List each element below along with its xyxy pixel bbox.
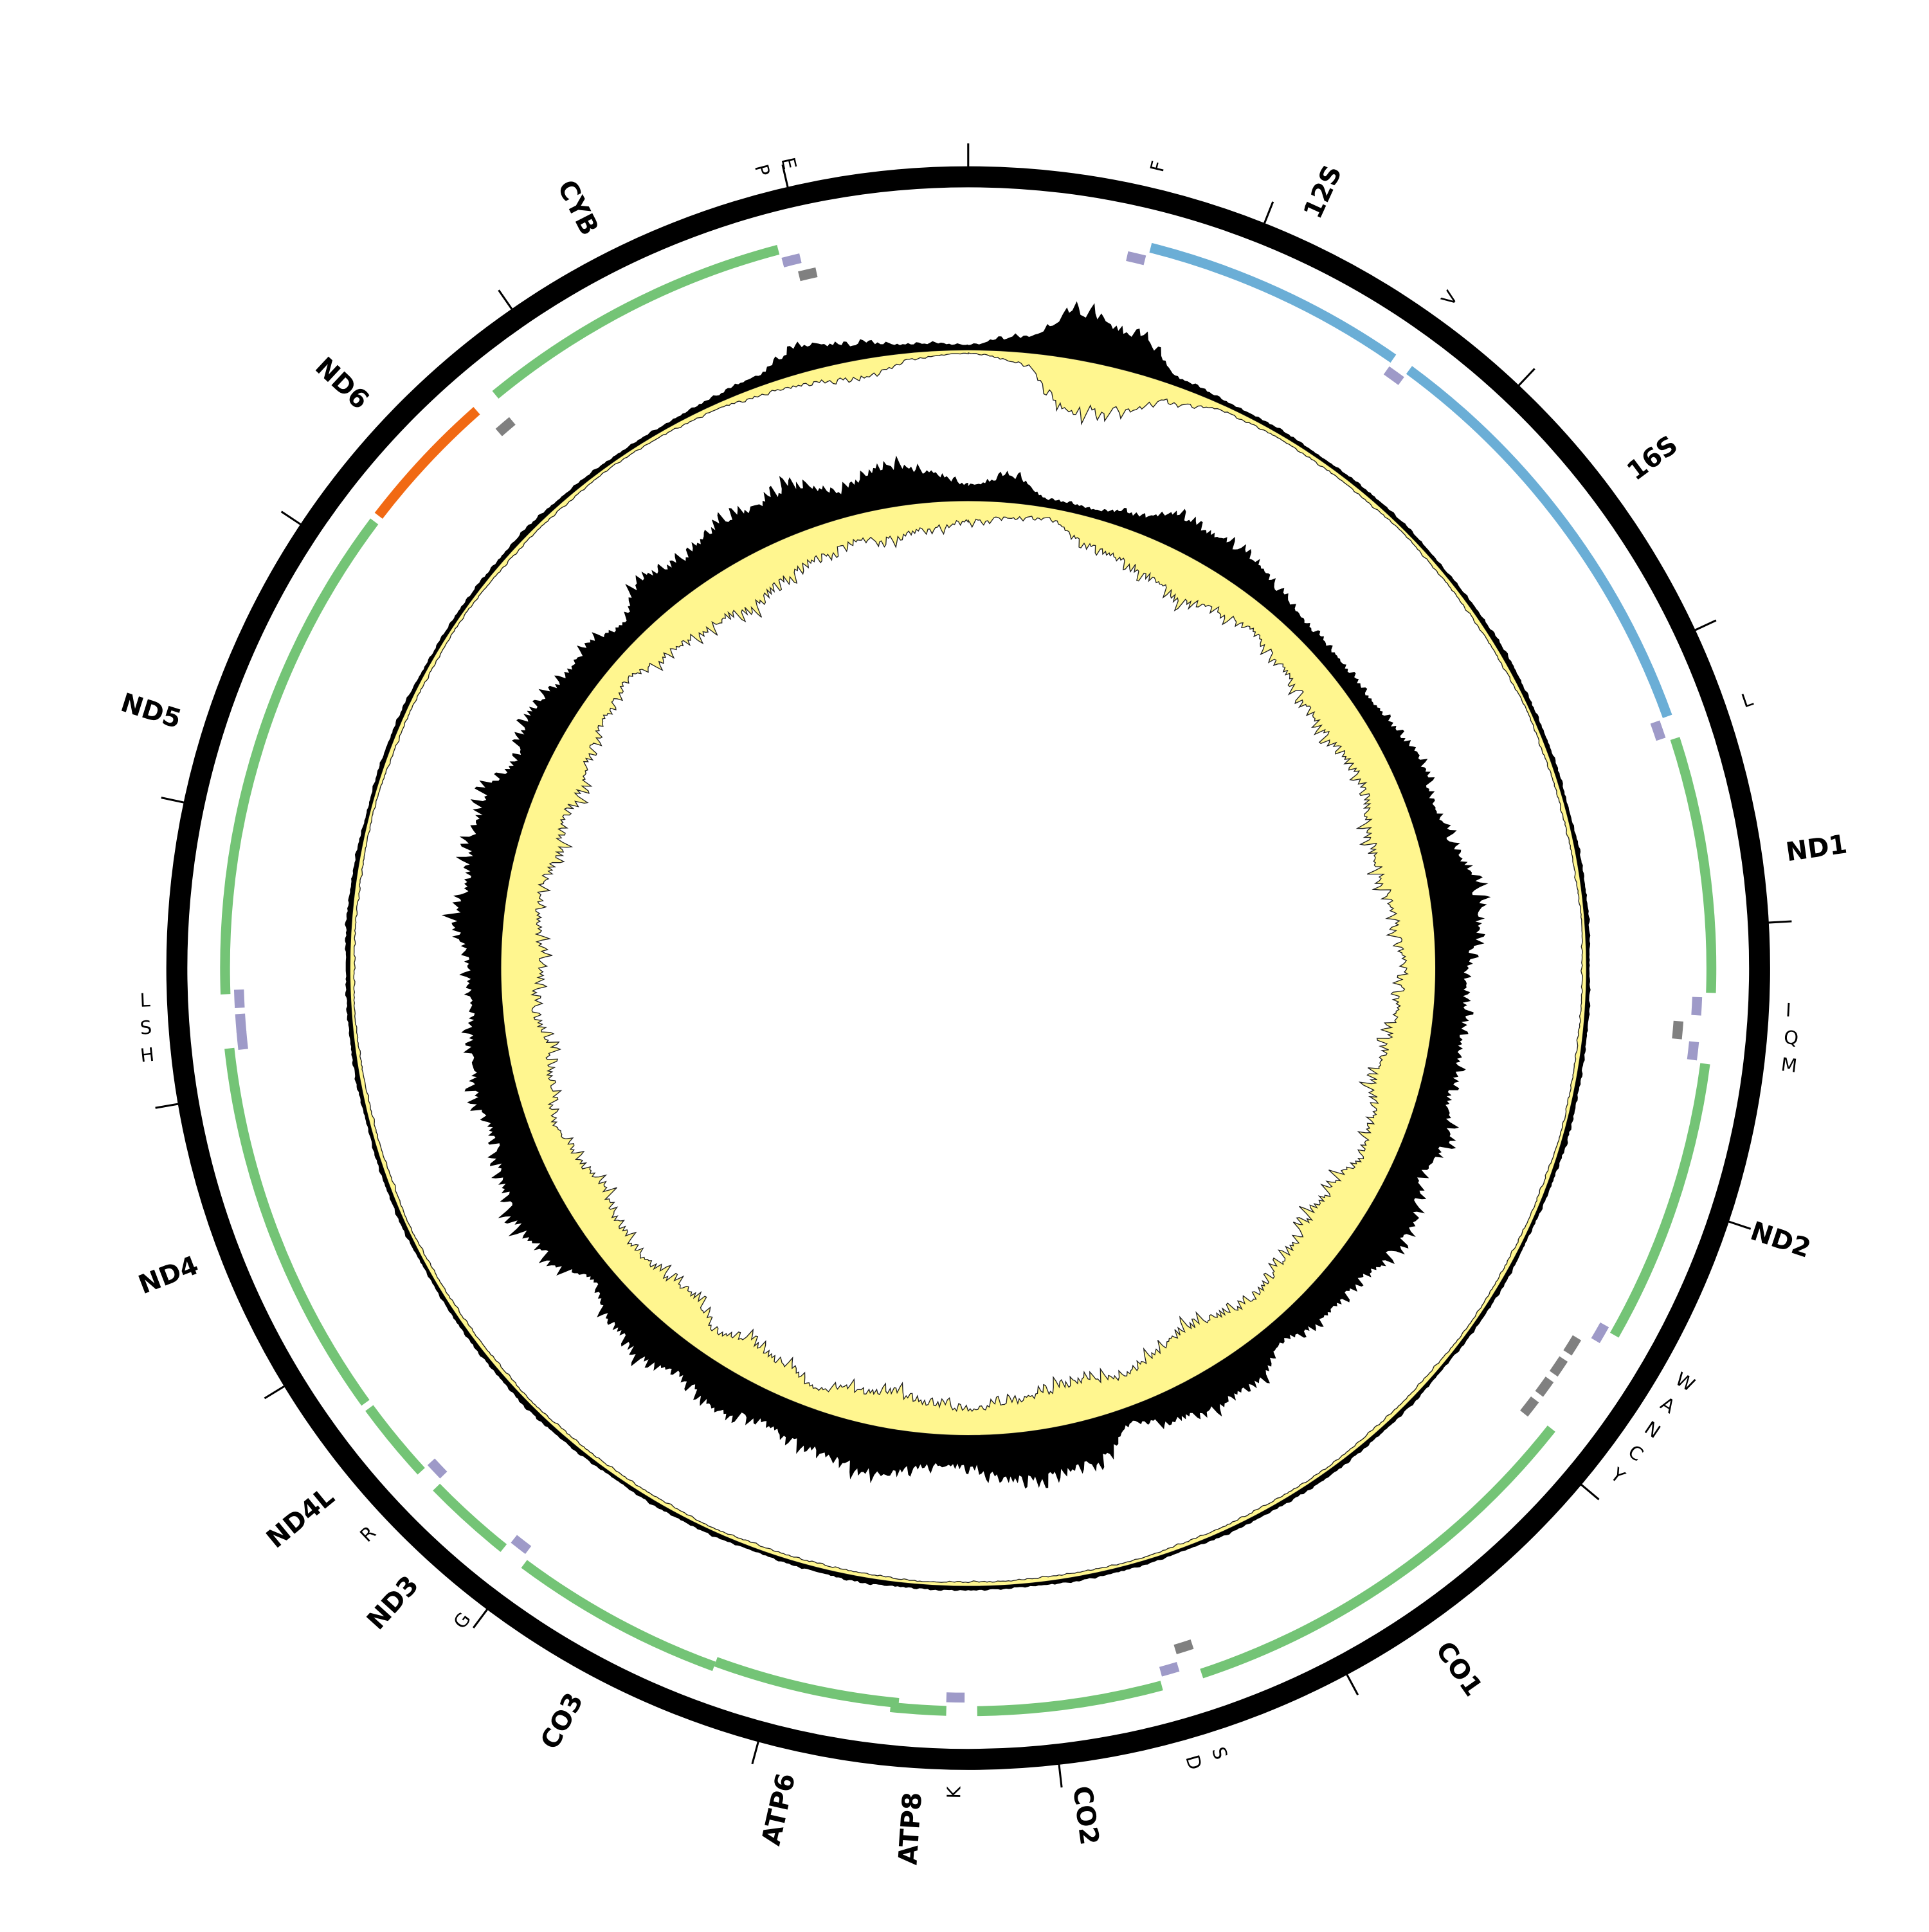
- feature-label: P: [750, 162, 774, 178]
- feature-track: [225, 248, 1712, 1711]
- feature-label: Q: [1783, 1026, 1799, 1049]
- feature-atp6-arc[interactable]: [716, 1662, 899, 1703]
- feature-h-arc[interactable]: [241, 1031, 243, 1049]
- feature-s-arc[interactable]: [240, 1014, 241, 1032]
- feature-label: N: [1641, 1417, 1665, 1443]
- tick-mark: [161, 798, 185, 803]
- feature-nd1-arc[interactable]: [1675, 739, 1712, 993]
- feature-label: H: [139, 1043, 155, 1067]
- feature-c-arc[interactable]: [1539, 1380, 1550, 1394]
- feature-label: ND4L: [260, 1481, 340, 1554]
- feature-nd3-arc[interactable]: [437, 1487, 504, 1548]
- feature-label: G: [449, 1608, 475, 1632]
- feature-label: K: [943, 1785, 964, 1799]
- feature-label: R: [356, 1522, 380, 1546]
- feature-n-arc[interactable]: [1553, 1359, 1563, 1374]
- feature-s-arc[interactable]: [1175, 1644, 1192, 1649]
- feature-l-arc[interactable]: [1655, 722, 1661, 739]
- feature-nd4l-arc[interactable]: [369, 1408, 421, 1471]
- feature-label: CYB: [551, 175, 604, 240]
- feature-label: D: [1181, 1753, 1206, 1773]
- feature-unlabeled-arc[interactable]: [499, 421, 512, 433]
- feature-label: ND6: [309, 352, 375, 415]
- feature-label: ND1: [1784, 829, 1849, 867]
- feature-y-arc[interactable]: [1524, 1400, 1535, 1414]
- feature-label: L: [140, 989, 150, 1011]
- feature-f-arc[interactable]: [1127, 256, 1145, 260]
- feature-label: 12S: [1298, 161, 1348, 223]
- feature-q-arc[interactable]: [1677, 1021, 1678, 1039]
- feature-label: F: [1146, 159, 1170, 174]
- feature-label: ND2: [1747, 1216, 1815, 1264]
- feature-g-arc[interactable]: [514, 1539, 528, 1550]
- tick-mark: [752, 1741, 759, 1764]
- tick-marks: [156, 143, 1792, 1787]
- feature-e-arc[interactable]: [799, 272, 817, 276]
- feature-label: ATP6: [756, 1771, 802, 1848]
- tick-mark: [1768, 921, 1791, 923]
- tick-mark: [1519, 368, 1535, 386]
- feature-atp8-arc[interactable]: [891, 1707, 946, 1711]
- tick-mark: [1264, 202, 1273, 224]
- negative-area: [501, 501, 1436, 1436]
- skew-plot-inner: [442, 455, 1491, 1488]
- positive-area: [442, 455, 1491, 1488]
- feature-p-arc[interactable]: [783, 258, 801, 263]
- feature-label: Y: [1606, 1463, 1629, 1487]
- tick-mark: [499, 290, 512, 309]
- feature-label: A: [1657, 1393, 1680, 1418]
- tick-mark: [473, 1609, 487, 1628]
- feature-label: M: [1780, 1053, 1798, 1077]
- feature-d-arc[interactable]: [1161, 1666, 1178, 1672]
- feature-co2-arc[interactable]: [977, 1686, 1162, 1711]
- feature-a-arc[interactable]: [1568, 1338, 1577, 1353]
- feature-label: ND4: [134, 1250, 203, 1300]
- feature-m-arc[interactable]: [1692, 1042, 1694, 1060]
- tick-mark: [264, 1386, 284, 1398]
- tick-mark: [282, 512, 301, 525]
- feature-label: CO3: [534, 1688, 589, 1754]
- feature-label: W: [1672, 1368, 1699, 1396]
- feature-label: ND3: [361, 1570, 425, 1636]
- feature-label: C: [1624, 1440, 1647, 1465]
- feature-label: ATP8: [892, 1791, 928, 1866]
- feature-label: L: [1739, 688, 1755, 712]
- feature-i-arc[interactable]: [1696, 997, 1697, 1015]
- feature-cyb-arc[interactable]: [495, 249, 778, 395]
- feature-nd4-arc[interactable]: [230, 1049, 366, 1403]
- feature-label: S: [140, 1016, 153, 1039]
- tick-mark: [1695, 620, 1716, 630]
- feature-label: I: [1785, 999, 1791, 1021]
- tick-mark: [1347, 1674, 1358, 1695]
- feature-w-arc[interactable]: [1595, 1325, 1604, 1341]
- feature-label: E: [777, 156, 801, 172]
- tick-mark: [156, 1104, 179, 1108]
- skew-plots: [345, 302, 1591, 1591]
- genome-backbone-ring: [177, 177, 1760, 1760]
- feature-label: ND5: [117, 687, 185, 734]
- feature-label: 16S: [1622, 429, 1683, 487]
- feature-label: V: [1437, 287, 1462, 310]
- feature-label: CO1: [1429, 1636, 1488, 1702]
- feature-r-arc[interactable]: [431, 1462, 443, 1476]
- feature-label: S: [1208, 1744, 1232, 1762]
- tick-mark: [1059, 1764, 1062, 1787]
- feature-v-arc[interactable]: [1386, 370, 1401, 381]
- tick-mark: [1581, 1485, 1599, 1500]
- feature-label: CO2: [1067, 1784, 1105, 1847]
- feature-l-arc[interactable]: [239, 989, 240, 1007]
- tick-mark: [1728, 1222, 1751, 1229]
- feature-12s-arc[interactable]: [1150, 248, 1393, 358]
